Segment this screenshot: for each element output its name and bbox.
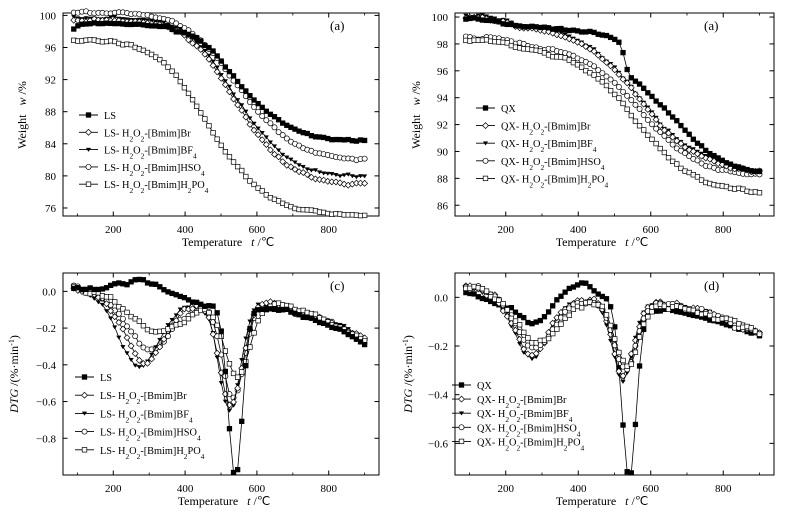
- svg-text:(c): (c): [330, 278, 344, 293]
- svg-text:800: 800: [320, 224, 337, 236]
- svg-text:(a): (a): [330, 18, 344, 33]
- svg-text:−0.8: −0.8: [36, 433, 56, 445]
- svg-text:−0.4: −0.4: [428, 390, 448, 402]
- svg-text:90: 90: [437, 146, 449, 158]
- svg-text:Weight w /%: Weight w /%: [15, 81, 29, 149]
- svg-text:800: 800: [320, 483, 337, 495]
- svg-text:Temperature t /℃: Temperature t /℃: [178, 494, 271, 508]
- svg-text:−0.6: −0.6: [36, 397, 56, 409]
- svg-text:200: 200: [498, 483, 515, 495]
- svg-text:80: 80: [45, 171, 57, 183]
- svg-text:86: 86: [437, 200, 449, 212]
- svg-text:100: 100: [432, 12, 449, 24]
- svg-text:QX: QX: [477, 381, 492, 392]
- svg-text:92: 92: [45, 75, 56, 87]
- svg-text:LS: LS: [100, 373, 112, 384]
- svg-text:94: 94: [437, 93, 449, 105]
- svg-text:88: 88: [45, 107, 57, 119]
- svg-text:(a): (a): [704, 18, 718, 33]
- svg-text:−0.2: −0.2: [36, 323, 56, 335]
- svg-text:100: 100: [40, 10, 57, 22]
- svg-text:(d): (d): [704, 278, 719, 293]
- svg-text:−0.4: −0.4: [36, 360, 56, 372]
- svg-text:88: 88: [437, 173, 449, 185]
- svg-text:Temperature t /℃: Temperature t /℃: [182, 235, 275, 249]
- svg-text:800: 800: [715, 224, 732, 236]
- svg-text:LS: LS: [104, 111, 116, 122]
- svg-text:−0.6: −0.6: [428, 438, 448, 450]
- svg-text:Temperature t /℃: Temperature t /℃: [556, 235, 649, 249]
- svg-text:200: 200: [105, 483, 122, 495]
- svg-text:96: 96: [437, 66, 449, 78]
- svg-text:84: 84: [45, 139, 57, 151]
- svg-text:0.0: 0.0: [42, 286, 56, 298]
- svg-text:92: 92: [437, 120, 448, 132]
- svg-text:98: 98: [437, 39, 449, 51]
- svg-text:200: 200: [105, 224, 122, 236]
- svg-text:0.0: 0.0: [434, 292, 448, 304]
- svg-text:76: 76: [45, 203, 57, 215]
- svg-text:DTG /(%·min-1): DTG /(%·min-1): [7, 335, 22, 414]
- svg-text:96: 96: [45, 43, 57, 55]
- svg-text:DTG /(%·min-1): DTG /(%·min-1): [401, 335, 416, 414]
- svg-text:Weight w /%: Weight w /%: [409, 81, 423, 149]
- svg-text:−0.2: −0.2: [428, 341, 448, 353]
- svg-text:200: 200: [498, 224, 515, 236]
- svg-text:QX: QX: [501, 104, 516, 115]
- svg-text:800: 800: [715, 483, 732, 495]
- svg-text:Temperature t /℃: Temperature t /℃: [556, 494, 649, 508]
